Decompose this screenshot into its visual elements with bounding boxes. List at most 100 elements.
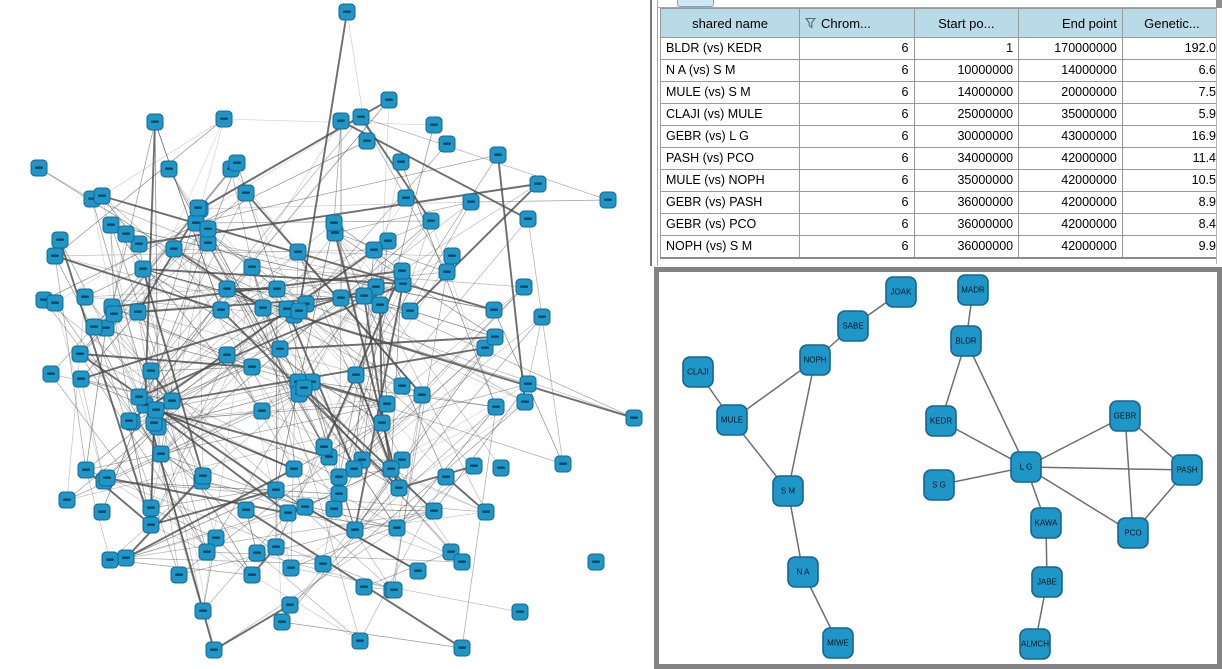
network-node[interactable] — [237, 184, 255, 202]
network-node[interactable] — [58, 491, 76, 509]
table-cell[interactable]: 5.9 — [1121, 103, 1222, 126]
network-node[interactable] — [30, 159, 48, 177]
network-node[interactable] — [117, 549, 135, 567]
network-node[interactable] — [248, 544, 266, 562]
table-cell[interactable]: 6 — [799, 37, 915, 60]
network-node[interactable] — [437, 468, 455, 486]
network-node[interactable] — [486, 328, 504, 346]
column-header-endpoint[interactable]: End point — [1018, 8, 1123, 38]
horizontal-scrollbar[interactable] — [658, 0, 1222, 8]
table-cell[interactable]: 10000000 — [913, 59, 1020, 82]
network-node[interactable] — [315, 438, 333, 456]
table-cell[interactable]: GEBR (vs) L G — [659, 125, 801, 148]
table-cell[interactable]: 9.9 — [1121, 235, 1222, 259]
network-node[interactable] — [46, 247, 64, 265]
network-node-jabe[interactable]: JABE — [1031, 566, 1063, 598]
network-node-pash[interactable]: PASH — [1171, 454, 1203, 486]
network-node[interactable] — [120, 412, 138, 430]
network-node[interactable] — [77, 461, 95, 479]
network-node[interactable] — [199, 220, 217, 238]
column-header-genetic[interactable]: Genetic... — [1121, 8, 1222, 38]
network-node[interactable] — [332, 289, 350, 307]
network-node[interactable] — [425, 116, 443, 134]
network-node-almch[interactable]: ALMCH — [1019, 628, 1051, 660]
column-header-chrom[interactable]: Chrom... — [799, 8, 915, 38]
network-node[interactable] — [397, 189, 415, 207]
network-node[interactable] — [422, 212, 440, 230]
network-node[interactable] — [373, 414, 391, 432]
network-node[interactable] — [207, 529, 225, 547]
table-cell[interactable]: 11.4 — [1121, 147, 1222, 170]
table-cell[interactable]: 35000000 — [1018, 103, 1123, 126]
network-node[interactable] — [271, 340, 289, 358]
table-cell[interactable]: 6 — [799, 235, 915, 259]
network-node[interactable] — [142, 362, 160, 380]
network-node[interactable] — [253, 402, 271, 420]
scrollbar-thumb[interactable] — [677, 0, 714, 7]
table-cell[interactable]: 20000000 — [1018, 81, 1123, 104]
network-node-kedr[interactable]: KEDR — [925, 405, 957, 437]
network-node[interactable] — [93, 503, 111, 521]
table-cell[interactable]: 36000000 — [913, 213, 1020, 236]
network-node[interactable] — [390, 479, 408, 497]
table-cell[interactable]: 34000000 — [913, 147, 1020, 170]
network-node[interactable] — [392, 153, 410, 171]
network-node[interactable] — [205, 641, 223, 659]
network-node[interactable] — [71, 345, 89, 363]
table-cell[interactable]: GEBR (vs) PASH — [659, 191, 801, 214]
network-node[interactable] — [378, 395, 396, 413]
network-node[interactable] — [243, 566, 261, 584]
network-node[interactable] — [101, 551, 119, 569]
network-node[interactable] — [93, 187, 111, 205]
network-node[interactable] — [189, 199, 207, 217]
network-edge[interactable] — [1025, 466, 1188, 471]
network-node[interactable] — [425, 502, 443, 520]
network-node[interactable] — [438, 135, 456, 153]
table-cell[interactable]: 42000000 — [1018, 213, 1123, 236]
network-node[interactable] — [325, 214, 343, 232]
table-cell[interactable]: 8.9 — [1121, 191, 1222, 214]
table-cell[interactable]: 14000000 — [913, 81, 1020, 104]
network-edge[interactable] — [965, 340, 1027, 468]
network-node[interactable] — [443, 247, 461, 265]
network-node[interactable] — [160, 160, 178, 178]
network-edge[interactable] — [1025, 415, 1126, 468]
network-node[interactable] — [194, 602, 212, 620]
network-node[interactable] — [453, 639, 471, 657]
network-node[interactable] — [117, 225, 135, 243]
network-node[interactable] — [371, 296, 389, 314]
network-node[interactable] — [51, 231, 69, 249]
network-node[interactable] — [152, 445, 170, 463]
network-node[interactable] — [351, 632, 369, 650]
network-node[interactable] — [130, 388, 148, 406]
network-node[interactable] — [492, 459, 510, 477]
vertical-scrollbar[interactable] — [1216, 8, 1222, 264]
table-cell[interactable]: NOPH (vs) S M — [659, 235, 801, 259]
network-node[interactable] — [289, 243, 307, 261]
filter-icon[interactable] — [804, 17, 817, 29]
network-node-mule[interactable]: MULE — [716, 404, 748, 436]
network-node[interactable] — [243, 358, 261, 376]
network-node[interactable] — [142, 516, 160, 534]
network-node[interactable] — [477, 503, 495, 521]
network-node[interactable] — [487, 398, 505, 416]
network-node[interactable] — [625, 409, 643, 427]
table-cell[interactable]: 42000000 — [1018, 235, 1123, 259]
network-node[interactable] — [489, 146, 507, 164]
network-node[interactable] — [393, 262, 411, 280]
network-node[interactable] — [519, 210, 537, 228]
table-cell[interactable]: 14000000 — [1018, 59, 1123, 82]
network-edge[interactable] — [787, 359, 816, 492]
network-node[interactable] — [462, 193, 480, 211]
network-node-lg[interactable]: L G — [1010, 451, 1042, 483]
network-node[interactable] — [346, 521, 364, 539]
table-cell[interactable]: 35000000 — [913, 169, 1020, 192]
network-node[interactable] — [295, 379, 313, 397]
network-node-noph[interactable]: NOPH — [799, 344, 831, 376]
network-node[interactable] — [98, 469, 116, 487]
network-node[interactable] — [325, 500, 343, 518]
network-node[interactable] — [165, 240, 183, 258]
network-node[interactable] — [355, 578, 373, 596]
main-network-view[interactable] — [0, 0, 649, 669]
table-cell[interactable]: 6 — [799, 81, 915, 104]
